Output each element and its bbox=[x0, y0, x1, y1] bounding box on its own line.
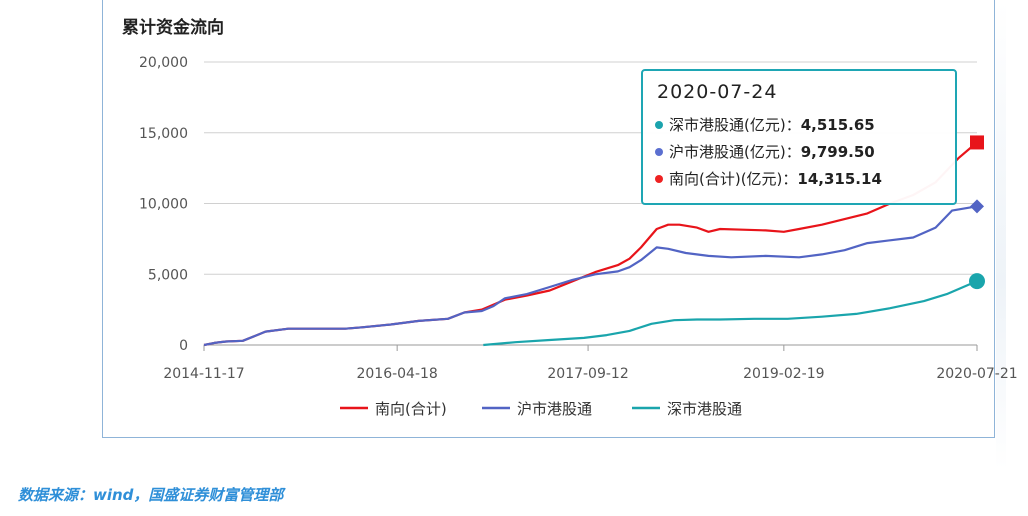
chart-title: 累计资金流向 bbox=[122, 18, 224, 38]
legend-label-0[interactable]: 南向(合计) bbox=[375, 400, 447, 418]
x-axis-ticks: 2014-11-17 2016-04-18 2017-09-12 2019-02-19… bbox=[163, 345, 1018, 382]
y-tick-label: 5,000 bbox=[148, 267, 188, 283]
tooltip-dot-total bbox=[655, 175, 663, 183]
tooltip-value-sh: 9,799.50 bbox=[800, 143, 875, 161]
tooltip: 2020-07-24 深市港股通(亿元)：4,515.65 沪市港股通(亿元)：… bbox=[641, 69, 957, 205]
series-line-2 bbox=[483, 280, 978, 347]
x-tick-label: 2016-04-18 bbox=[356, 366, 437, 382]
legend-label-2[interactable]: 深市港股通 bbox=[667, 400, 742, 418]
tooltip-value-total: 14,315.14 bbox=[797, 170, 882, 188]
series-end-marker-1 bbox=[970, 199, 984, 214]
tooltip-label-sz: 深市港股通(亿元)： bbox=[669, 116, 801, 134]
panel-edge-shadow bbox=[996, 0, 1006, 470]
tooltip-label-total: 南向(合计)(亿元)： bbox=[669, 170, 798, 188]
y-axis-ticks: 0 5,000 10,000 15,000 20,000 bbox=[139, 55, 188, 354]
legend[interactable]: 南向(合计) 沪市港股通 深市港股通 bbox=[340, 400, 742, 418]
tooltip-row-sh: 沪市港股通(亿元)：9,799.50 bbox=[655, 141, 875, 162]
tooltip-value-sz: 4,515.65 bbox=[800, 116, 875, 134]
x-tick-label: 2019-02-19 bbox=[743, 366, 824, 382]
tooltip-label-sh: 沪市港股通(亿元)： bbox=[669, 143, 801, 161]
series-lines bbox=[203, 141, 978, 347]
y-tick-label: 0 bbox=[179, 338, 188, 354]
series-end-markers bbox=[969, 135, 985, 290]
x-tick-label: 2020-07-21 bbox=[936, 366, 1017, 382]
data-source-note: 数据来源：wind，国盛证券财富管理部 bbox=[18, 486, 284, 504]
tooltip-dot-sh bbox=[655, 148, 663, 156]
series-end-marker-0 bbox=[970, 135, 984, 150]
y-tick-label: 20,000 bbox=[139, 55, 188, 71]
y-tick-label: 10,000 bbox=[139, 197, 188, 213]
tooltip-row-total: 南向(合计)(亿元)：14,315.14 bbox=[655, 168, 882, 189]
x-tick-label: 2017-09-12 bbox=[547, 366, 628, 382]
tooltip-date: 2020-07-24 bbox=[657, 81, 778, 103]
x-tick-label: 2014-11-17 bbox=[163, 366, 244, 382]
series-end-marker-2 bbox=[969, 273, 985, 290]
series-line-1 bbox=[203, 205, 978, 347]
legend-label-1[interactable]: 沪市港股通 bbox=[517, 400, 592, 418]
tooltip-row-sz: 深市港股通(亿元)：4,515.65 bbox=[655, 114, 875, 135]
y-tick-label: 15,000 bbox=[139, 126, 188, 142]
tooltip-dot-sz bbox=[655, 121, 663, 129]
